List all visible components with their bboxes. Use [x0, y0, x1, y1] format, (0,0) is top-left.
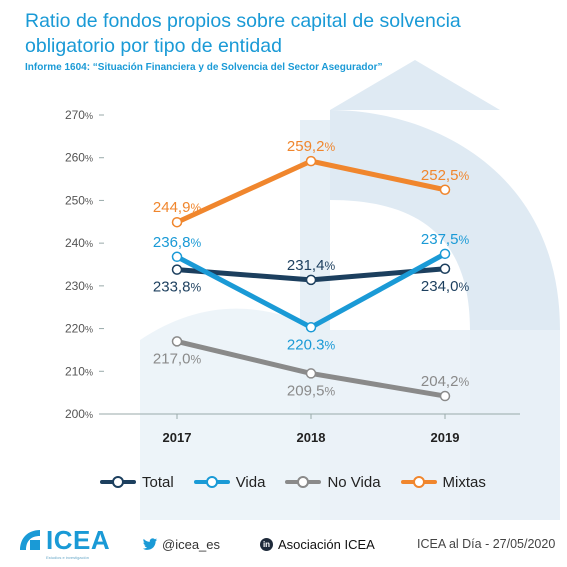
y-tick-label: 220% — [65, 322, 93, 336]
y-axis: 200% 210% 220% 230% 240% 250% 260% 270% — [65, 108, 104, 421]
data-point-total — [305, 274, 317, 286]
data-label-mixtas: 252,5% — [421, 167, 470, 184]
linkedin-link[interactable]: in Asociación ICEA — [260, 537, 375, 552]
legend-item-no-vida[interactable]: No Vida — [285, 473, 381, 491]
data-point-vida — [171, 251, 183, 263]
y-tick-label: 240% — [65, 236, 93, 250]
linkedin-icon: in — [260, 538, 273, 551]
y-tick-label: 210% — [65, 364, 93, 378]
y-tick-label: 200% — [65, 407, 93, 421]
chart-subtitle: Informe 1604: “Situación Financiera y de… — [25, 62, 383, 73]
data-point-vida — [439, 248, 451, 260]
icea-logo-icon — [20, 530, 40, 550]
y-tick-label: 230% — [65, 279, 93, 293]
data-point-mixtas — [171, 216, 183, 228]
twitter-link[interactable]: @icea_es — [142, 537, 220, 552]
legend-label-mixtas: Mixtas — [442, 473, 486, 491]
data-point-no_vida — [171, 336, 183, 347]
legend-swatch-mixtas — [400, 476, 437, 488]
data-point-vida — [305, 322, 317, 333]
x-axis: 2017 2018 2019 — [104, 413, 520, 445]
series-layer — [171, 155, 451, 402]
twitter-handle: @icea_es — [162, 537, 221, 552]
data-label-vida: 236,8% — [153, 234, 202, 251]
y-tick-label: 260% — [65, 151, 93, 165]
chart-legend: Total Vida No Vida Mixtas — [100, 472, 506, 492]
legend-swatch-total — [100, 476, 136, 488]
data-label-total: 234,0% — [421, 278, 470, 295]
linkedin-name: Asociación ICEA — [278, 537, 375, 552]
data-point-no_vida — [305, 368, 317, 379]
data-point-total — [439, 263, 451, 275]
data-label-mixtas: 259,2% — [287, 138, 336, 155]
icea-logo[interactable]: ICEA Estudios e investigación — [16, 525, 111, 560]
data-label-total: 231,4% — [287, 257, 336, 274]
data-label-vida: 220.3% — [287, 336, 336, 353]
logo-text: ICEA — [46, 525, 111, 555]
data-point-mixtas — [439, 184, 451, 195]
series-line-mixtas — [174, 158, 448, 225]
x-tick-label: 2018 — [297, 430, 326, 445]
data-label-total: 233,8% — [153, 279, 202, 296]
logo-tagline: Estudios e investigación — [46, 555, 89, 560]
data-point-mixtas — [305, 155, 317, 167]
legend-swatch-vida — [193, 476, 230, 488]
legend-item-vida[interactable]: Vida — [193, 473, 266, 491]
legend-label-vida: Vida — [235, 473, 266, 491]
data-label-no_vida: 217,0% — [153, 350, 202, 367]
data-label-no_vida: 209,5% — [287, 382, 336, 399]
legend-label-no-vida: No Vida — [327, 473, 381, 491]
legend-item-mixtas[interactable]: Mixtas — [400, 473, 486, 491]
chart-title: Ratio de fondos propios sobre capital de… — [25, 10, 461, 57]
twitter-icon — [142, 538, 158, 550]
data-label-mixtas: 244,9% — [153, 199, 202, 216]
data-point-total — [171, 264, 183, 275]
data-point-no_vida — [439, 390, 451, 402]
y-tick-label: 250% — [65, 193, 93, 207]
y-tick-label: 270% — [65, 108, 93, 122]
data-label-layer: 233,8% 231,4% 234,0% 236,8% 220.3% 237,5% 217,… — [153, 138, 470, 399]
footer: ICEA Estudios e investigación @icea_es i… — [0, 520, 567, 567]
legend-label-total: Total — [142, 473, 174, 491]
x-tick-label: 2019 — [431, 430, 460, 445]
data-label-no_vida: 204,2% — [421, 373, 470, 390]
footer-date: ICEA al Día - 27/05/2020 — [417, 537, 556, 551]
data-label-vida: 237,5% — [421, 231, 470, 248]
legend-item-total[interactable]: Total — [100, 474, 174, 491]
legend-swatch-no-vida — [285, 476, 322, 488]
x-tick-label: 2017 — [163, 430, 192, 445]
